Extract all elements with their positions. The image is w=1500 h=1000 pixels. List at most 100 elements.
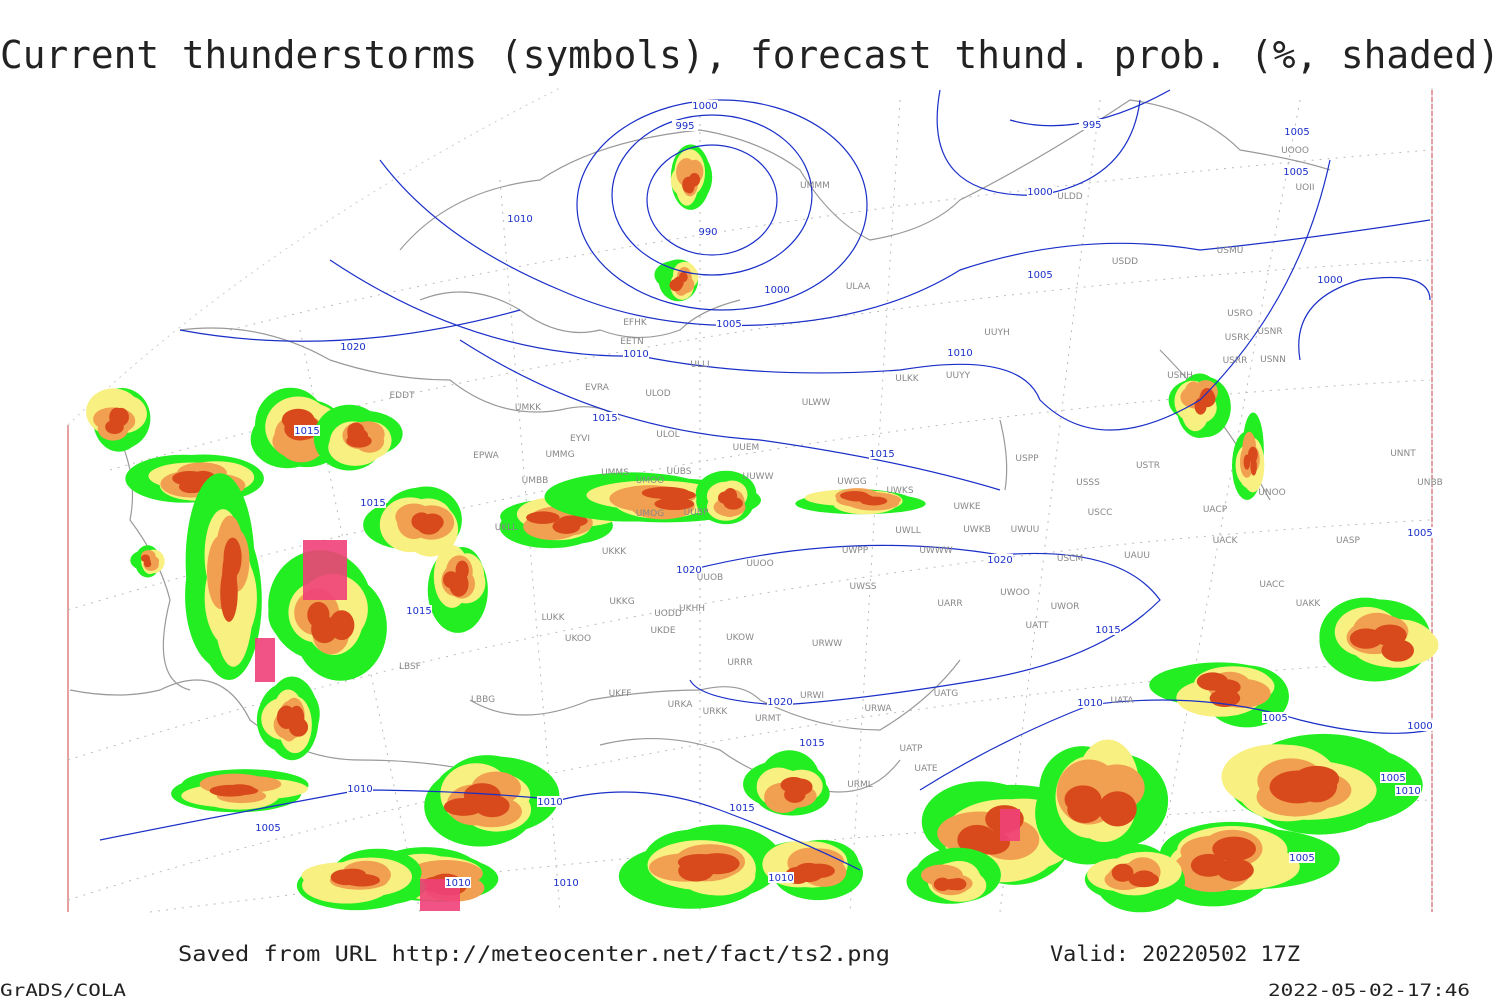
isobar-label-bg xyxy=(1407,720,1433,731)
station-label: UWSS xyxy=(850,582,877,592)
isobar-label-bg xyxy=(1380,772,1406,783)
isobar-label-bg xyxy=(1027,269,1053,280)
station-label: USCC xyxy=(1088,508,1113,518)
isobar-label-bg xyxy=(672,120,698,131)
station-label: UKOW xyxy=(726,633,754,643)
isobar-label-bg xyxy=(255,822,281,833)
station-label: EETN xyxy=(620,337,644,347)
station-label: UKHH xyxy=(679,604,705,614)
shading-cell xyxy=(641,486,690,499)
source-url: Saved from URL http://meteocenter.net/fa… xyxy=(178,942,890,966)
isobar-label-bg xyxy=(1395,785,1421,796)
station-label: UATG xyxy=(934,689,959,699)
shading-cell xyxy=(1111,863,1134,882)
valid-time: Valid: 20220502 17Z xyxy=(1050,942,1300,966)
station-label: UWKE xyxy=(953,502,980,512)
shading-cell xyxy=(1196,672,1229,691)
shading-cell xyxy=(784,786,806,803)
shading-cell xyxy=(1067,796,1103,824)
shading-cell xyxy=(558,515,588,527)
shading-cell xyxy=(860,496,888,506)
isobar-label-bg xyxy=(1262,712,1288,723)
shading-cell xyxy=(339,868,366,881)
shading-cell xyxy=(1349,628,1383,649)
shading-cell xyxy=(209,784,251,797)
station-label: UACC xyxy=(1259,580,1284,590)
shading-cell xyxy=(669,278,683,292)
station-label: UATP xyxy=(900,744,924,754)
shading-cell xyxy=(288,705,305,731)
station-label: UKLL xyxy=(495,523,518,533)
station-label: UWOR xyxy=(1051,602,1080,612)
station-label: UNNT xyxy=(1390,449,1416,459)
timestamp: 2022-05-02-17:46 xyxy=(1268,981,1470,1000)
map-labels: 1000 995 995 1005 1005 1010 990 1000 1005 1000 100… xyxy=(255,100,1443,889)
shading-cell xyxy=(1248,446,1258,463)
shading-cell xyxy=(654,497,695,511)
station-label: UUOO xyxy=(746,559,773,569)
isobar-label: 1020 xyxy=(767,697,792,708)
isobar-label-bg xyxy=(347,783,373,794)
isobar-label-bg xyxy=(947,347,973,358)
station-label: UKDE xyxy=(650,626,675,636)
station-label: UUBP xyxy=(684,508,709,518)
station-label: UKKK xyxy=(602,547,627,557)
isobar-label-bg xyxy=(445,877,471,888)
isobar-label: 1015 xyxy=(406,606,431,617)
station-label: UUYY xyxy=(946,371,971,381)
station-label: UUEM xyxy=(733,443,760,453)
station-label: UAUU xyxy=(1124,551,1150,561)
isobar-label-bg xyxy=(767,696,793,707)
station-label: UKKG xyxy=(609,597,634,607)
isobar-label-bg xyxy=(695,226,721,237)
shading-cell xyxy=(449,571,469,597)
isobar-label-bg xyxy=(507,213,533,224)
isobar-label-bg xyxy=(676,564,702,575)
isobar-label: 1010 xyxy=(537,797,562,808)
station-label: UWKS xyxy=(886,486,913,496)
station-label: USHH xyxy=(1167,371,1193,381)
station-label: UMBB xyxy=(522,476,549,486)
station-label: UMMS xyxy=(601,468,629,478)
shading-cell xyxy=(329,610,355,641)
isobar-label-bg xyxy=(537,796,563,807)
isobar-label: 1010 xyxy=(947,348,972,359)
station-label: UAKK xyxy=(1296,599,1322,609)
isobar-label-bg xyxy=(768,872,794,883)
station-label: URWA xyxy=(864,704,892,714)
station-label: EFHK xyxy=(623,318,648,328)
isobar-label: 1010 xyxy=(347,784,372,795)
isobar-label-bg xyxy=(1283,166,1309,177)
station-label: UOOO xyxy=(1281,146,1309,156)
station-label: ULAA xyxy=(846,282,871,292)
station-label: UUBS xyxy=(667,467,692,477)
software-credit: GrADS/COLA xyxy=(0,981,126,1000)
isobar-label: 1005 xyxy=(1283,167,1308,178)
shading-cell xyxy=(678,271,688,283)
station-label: USRR xyxy=(1223,356,1248,366)
isobar-label: 995 xyxy=(1082,120,1101,131)
shading-cell xyxy=(1212,836,1256,862)
station-label: ULDD xyxy=(1057,192,1083,202)
isobar-label: 1000 xyxy=(1407,721,1432,732)
station-label: URML xyxy=(847,780,873,790)
isobar-label-bg xyxy=(716,318,742,329)
station-label: UWOO xyxy=(1000,588,1030,598)
shading-cell xyxy=(840,490,869,501)
shading-cell xyxy=(1128,872,1160,888)
shading-cell xyxy=(143,557,151,568)
station-label: UATE xyxy=(914,764,938,774)
isobar-label: 1015 xyxy=(294,426,319,437)
shading-cell xyxy=(347,428,368,442)
isobar-label: 1010 xyxy=(507,214,532,225)
station-label: ULOD xyxy=(645,389,670,399)
isobar-label: 1005 xyxy=(1284,127,1309,138)
station-label: URKK xyxy=(703,707,729,717)
station-label: UWLL xyxy=(895,526,921,536)
isobar-label-bg xyxy=(1289,852,1315,863)
station-label: UMKK xyxy=(515,403,542,413)
station-label: UASP xyxy=(1336,536,1360,546)
station-label: UKFF xyxy=(609,689,632,699)
isobar-label: 1020 xyxy=(340,342,365,353)
isobar-label-bg xyxy=(1077,697,1103,708)
